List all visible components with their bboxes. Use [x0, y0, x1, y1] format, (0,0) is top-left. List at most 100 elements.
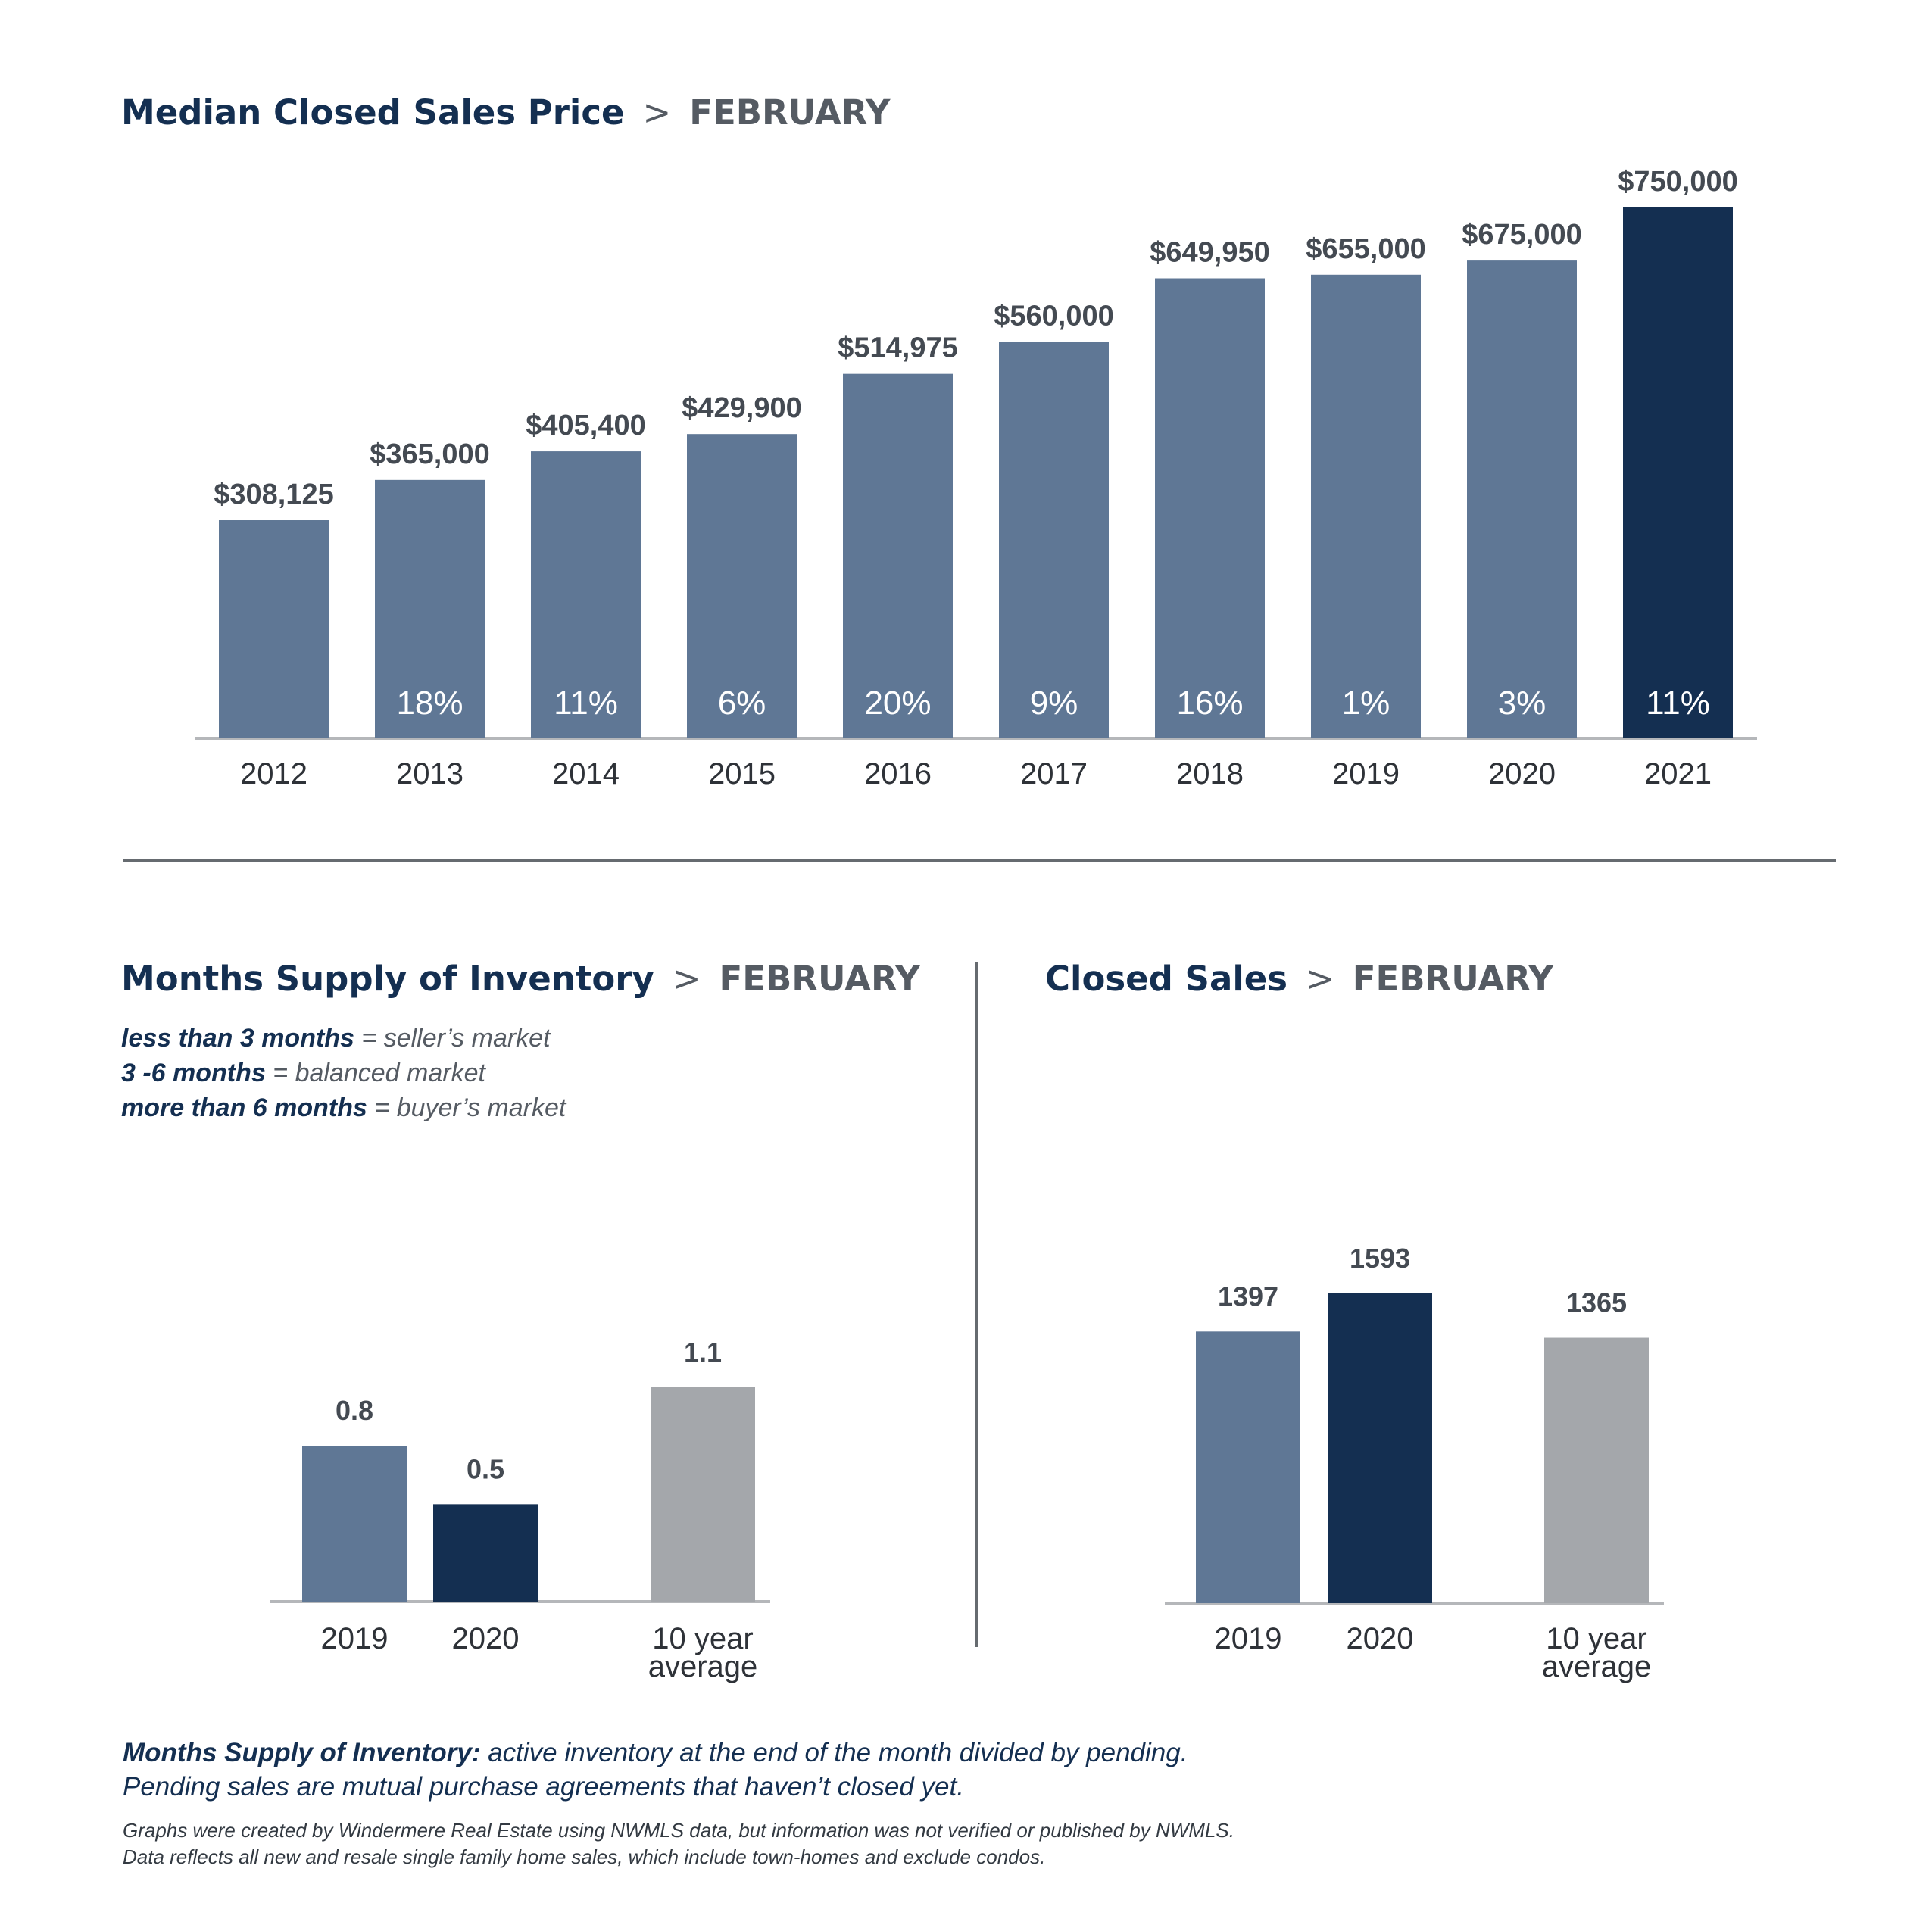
bar-percent-change-label: 9% — [1030, 685, 1078, 722]
x-tick-label: 2012 — [240, 757, 307, 791]
x-tick-label-line: 2020 — [1488, 757, 1556, 791]
x-tick-label-line: average — [648, 1650, 758, 1683]
bar — [1311, 274, 1421, 738]
legend-value: = balanced market — [273, 1059, 485, 1087]
bar — [1196, 1331, 1300, 1603]
bar — [219, 520, 329, 738]
x-tick-label: 2019 — [1215, 1622, 1282, 1655]
bar — [999, 342, 1109, 738]
column-divider — [975, 962, 978, 1647]
source-line-2: Data reflects all new and resale single … — [123, 1845, 1046, 1868]
bar-value-label: $560,000 — [994, 301, 1114, 332]
x-tick-label: 2021 — [1644, 757, 1712, 791]
bar-percent-change-label: 20% — [864, 685, 931, 722]
closed-sales-chart-month: FEBRUARY — [1352, 959, 1553, 999]
bar-value-label: $655,000 — [1306, 233, 1426, 265]
x-tick-label-line: average — [1542, 1650, 1652, 1683]
price-chart-title-main: Median Closed Sales Price — [121, 92, 625, 133]
bar-percent-change-label: 16% — [1176, 685, 1243, 722]
x-tick-label-line: 2016 — [864, 757, 932, 791]
x-tick-label-line: 2014 — [552, 757, 620, 791]
x-tick-label-line: 2019 — [321, 1622, 389, 1655]
source-note: Graphs were created by Windermere Real E… — [123, 1817, 1234, 1870]
bar-value-label: $750,000 — [1618, 166, 1738, 198]
bar-value-label: 0.8 — [336, 1395, 373, 1426]
bar-percent-change-label: 3% — [1498, 685, 1547, 722]
bar-percent-change-label: 11% — [1646, 685, 1710, 722]
bar — [375, 479, 485, 738]
x-tick-label-line: 10 year — [652, 1622, 753, 1655]
bar-percent-change-label: 11% — [554, 685, 618, 722]
x-tick-label: 2019 — [1332, 757, 1400, 791]
inventory-definition: Months Supply of Inventory: active inven… — [123, 1736, 1188, 1804]
definition-line-2: Pending sales are mutual purchase agreem… — [123, 1772, 964, 1802]
x-tick-label-line: 2019 — [1215, 1622, 1282, 1655]
x-tick-label: 10 year average — [648, 1622, 758, 1683]
x-tick-label: 2013 — [396, 757, 463, 791]
x-tick-label: 2015 — [708, 757, 776, 791]
bar — [1544, 1337, 1649, 1603]
bar-percent-change-label: 1% — [1342, 685, 1390, 722]
x-tick-label: 2017 — [1020, 757, 1088, 791]
bar-value-label: $429,900 — [682, 392, 802, 424]
bar-value-label: 1365 — [1566, 1287, 1627, 1318]
bar-value-label: $675,000 — [1462, 219, 1582, 251]
x-tick-label-line: 2012 — [240, 757, 307, 791]
legend-line: more than 6 months = buyer’s market — [121, 1090, 566, 1125]
x-tick-label-line: 2013 — [396, 757, 463, 791]
bar — [433, 1504, 538, 1602]
x-tick-label-line: 2020 — [1347, 1622, 1414, 1655]
x-tick-label-line: 2018 — [1176, 757, 1244, 791]
x-tick-label: 2020 — [1347, 1622, 1414, 1655]
x-tick-label: 2016 — [864, 757, 932, 791]
x-tick-label-line: 2021 — [1644, 757, 1712, 791]
legend-line: 3 -6 months = balanced market — [121, 1056, 566, 1090]
bar — [1467, 260, 1577, 739]
price-chart-month: FEBRUARY — [689, 92, 891, 133]
x-tick-label-line: 10 year — [1546, 1622, 1646, 1655]
legend-key: 3 -6 months — [121, 1059, 266, 1087]
title-separator: > — [1306, 959, 1334, 999]
x-tick-label-line: 2015 — [708, 757, 776, 791]
bar-value-label: 0.5 — [467, 1453, 504, 1484]
title-separator: > — [642, 92, 672, 133]
bar-value-label: $308,125 — [214, 479, 334, 510]
inventory-bar-chart: 0.8 2019 0.5 2020 1.1 10 year average — [270, 1337, 770, 1683]
x-tick-label-line: 2020 — [452, 1622, 520, 1655]
legend-line: less than 3 months = seller’s market — [121, 1021, 566, 1056]
section-divider — [123, 859, 1836, 862]
bar-value-label: 1397 — [1218, 1281, 1278, 1312]
closed-sales-chart-title-main: Closed Sales — [1045, 959, 1288, 999]
x-tick-label: 2018 — [1176, 757, 1244, 791]
bar-value-label: $405,400 — [526, 410, 646, 441]
bar-value-label: $514,975 — [838, 332, 958, 364]
market-legend: less than 3 months = seller’s market 3 -… — [121, 1021, 566, 1125]
x-tick-label: 2019 — [321, 1622, 389, 1655]
bar-percent-change-label: 6% — [718, 685, 766, 722]
closed-sales-bar-chart: 1397 2019 1593 2020 1365 10 year average — [1165, 1243, 1664, 1683]
bar — [687, 434, 797, 738]
median-price-bar-chart: $308,125 2012 $365,000 18% 2013 $405,400 11% 20… — [195, 166, 1757, 791]
inventory-chart-title-main: Months Supply of Inventory — [121, 959, 654, 999]
bar-value-label: $649,950 — [1150, 237, 1270, 269]
bar — [651, 1387, 755, 1602]
bar — [531, 451, 641, 738]
bar — [843, 373, 953, 738]
definition-text: active inventory at the end of the month… — [480, 1738, 1188, 1767]
bar-value-label: 1.1 — [684, 1337, 722, 1368]
closed-sales-chart-title: Closed Sales > FEBRUARY — [1045, 962, 1553, 996]
legend-value: = seller’s market — [361, 1024, 551, 1053]
price-chart-title: Median Closed Sales Price > FEBRUARY — [121, 95, 890, 129]
x-tick-label: 2014 — [552, 757, 620, 791]
bar — [1155, 278, 1265, 738]
legend-value: = buyer’s market — [374, 1093, 566, 1122]
x-tick-label: 2020 — [1488, 757, 1556, 791]
inventory-chart-title: Months Supply of Inventory > FEBRUARY — [121, 962, 920, 996]
legend-key: less than 3 months — [121, 1024, 354, 1053]
bar-percent-change-label: 18% — [396, 685, 463, 722]
x-tick-label: 2020 — [452, 1622, 520, 1655]
inventory-chart-month: FEBRUARY — [719, 959, 920, 999]
title-separator: > — [672, 959, 701, 999]
x-tick-label-line: 2019 — [1332, 757, 1400, 791]
source-line-1: Graphs were created by Windermere Real E… — [123, 1819, 1234, 1842]
